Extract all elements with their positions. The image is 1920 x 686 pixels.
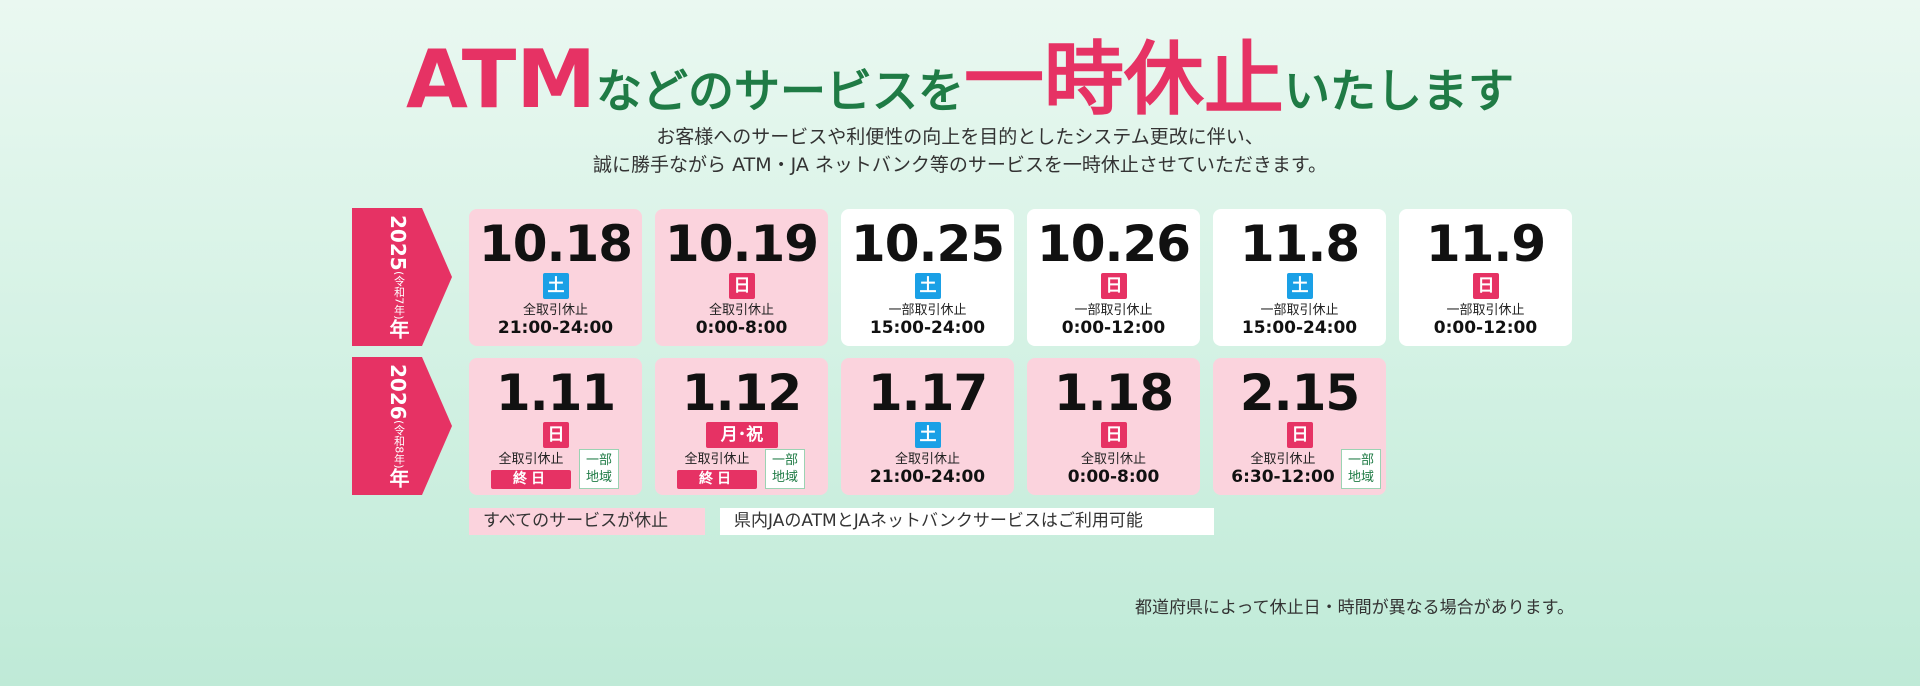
date-card: 1.18 日 全取引休止 0:00-8:00 — [1027, 358, 1200, 495]
suspension-type: 全取引休止 — [1250, 452, 1316, 467]
day-badge: 日 — [1287, 422, 1313, 448]
suspension-type: 全取引休止 — [708, 303, 774, 318]
subtitle-line1: お客様へのサービスや利便性の向上を目的としたシステム更改に伴い、 — [656, 126, 1264, 148]
day-badge: 日 — [543, 422, 569, 448]
date-card: 11.8 土 一部取引休止 15:00-24:00 — [1213, 209, 1386, 346]
date-text: 10.19 — [664, 215, 819, 273]
partial-region-badge: 一部 地域 — [1341, 449, 1381, 489]
region-line1: 一部 — [771, 453, 798, 468]
partial-region-badge: 一部 地域 — [579, 449, 619, 489]
date-text: 11.8 — [1239, 215, 1360, 273]
region-line1: 一部 — [1347, 453, 1374, 468]
date-text: 2.15 — [1239, 364, 1360, 422]
suspension-type: 一部取引休止 — [1446, 303, 1525, 318]
day-badge: 日 — [1101, 422, 1127, 448]
suspension-type: 全取引休止 — [522, 303, 588, 318]
day-badge: 土 — [543, 273, 569, 299]
year-number: 2026 — [386, 363, 410, 420]
all-day-badge: 終日 — [677, 470, 757, 489]
title-atm: ATM — [406, 33, 596, 126]
time-range: 0:00-8:00 — [1067, 467, 1160, 487]
date-text: 1.12 — [681, 364, 802, 422]
time-range: 0:00-12:00 — [1061, 318, 1166, 338]
title-part2: いたします — [1283, 64, 1514, 118]
day-badge: 土 — [1287, 273, 1313, 299]
day-badge: 土 — [915, 422, 941, 448]
time-range: 0:00-12:00 — [1433, 318, 1538, 338]
date-text: 10.18 — [478, 215, 633, 273]
year-label-2025: 2025 (令和7年) 年 — [352, 208, 452, 346]
region-line2: 地域 — [771, 470, 798, 485]
date-card: 1.12 月･祝 全取引休止 終日 一部 地域 — [655, 358, 828, 495]
time-range: 21:00-24:00 — [869, 467, 986, 487]
time-range: 15:00-24:00 — [1241, 318, 1358, 338]
day-badge: 日 — [1101, 273, 1127, 299]
year-suffix: 年 — [386, 319, 410, 340]
partial-region-badge: 一部 地域 — [765, 449, 805, 489]
subtitle: お客様へのサービスや利便性の向上を目的としたシステム更改に伴い、 誠に勝手ながら… — [0, 123, 1920, 179]
time-range: 0:00-8:00 — [695, 318, 788, 338]
date-card: 1.17 土 全取引休止 21:00-24:00 — [841, 358, 1014, 495]
suspension-type: 一部取引休止 — [1260, 303, 1339, 318]
suspension-type: 一部取引休止 — [1074, 303, 1153, 318]
title-part1: などのサービスを — [595, 64, 964, 118]
day-badge: 月･祝 — [706, 422, 778, 448]
year-number: 2025 — [386, 214, 410, 271]
date-card: 10.25 土 一部取引休止 15:00-24:00 — [841, 209, 1014, 346]
time-range: 6:30-12:00 — [1231, 467, 1335, 487]
footnote: 都道府県によって休止日・時間が異なる場合があります。 — [1135, 598, 1574, 618]
suspension-type: 全取引休止 — [684, 452, 750, 467]
date-text: 1.18 — [1053, 364, 1174, 422]
date-text: 1.11 — [495, 364, 616, 422]
era-label: (令和8年) — [392, 419, 406, 469]
date-card: 2.15 日 全取引休止 6:30-12:00 一部 地域 — [1213, 358, 1386, 495]
suspension-type: 全取引休止 — [1080, 452, 1146, 467]
suspension-type: 全取引休止 — [894, 452, 960, 467]
date-text: 11.9 — [1425, 215, 1546, 273]
year-suffix: 年 — [386, 468, 410, 489]
time-range: 15:00-24:00 — [869, 318, 986, 338]
date-text: 10.25 — [850, 215, 1005, 273]
date-text: 10.26 — [1036, 215, 1191, 273]
day-badge: 日 — [729, 273, 755, 299]
legend-partial-services: 県内JAのATMとJAネットバンクサービスはご利用可能 — [720, 508, 1214, 535]
region-line2: 地域 — [1347, 470, 1374, 485]
subtitle-line2: 誠に勝手ながら ATM・JA ネットバンク等のサービスを一時休止させていただきま… — [593, 154, 1327, 176]
suspension-type: 一部取引休止 — [888, 303, 967, 318]
time-range: 21:00-24:00 — [497, 318, 614, 338]
title-highlight: 一時休止 — [963, 33, 1284, 126]
date-card: 1.11 日 全取引休止 終日 一部 地域 — [469, 358, 642, 495]
date-card: 10.26 日 一部取引休止 0:00-12:00 — [1027, 209, 1200, 346]
all-day-badge: 終日 — [491, 470, 571, 489]
suspension-type: 全取引休止 — [498, 452, 564, 467]
region-line2: 地域 — [585, 470, 612, 485]
year-label-2026: 2026 (令和8年) 年 — [352, 357, 452, 495]
era-label: (令和7年) — [392, 270, 406, 320]
region-line1: 一部 — [585, 453, 612, 468]
date-text: 1.17 — [867, 364, 988, 422]
page-title: ATMなどのサービスを一時休止いたします — [0, 40, 1920, 120]
date-card: 10.19 日 全取引休止 0:00-8:00 — [655, 209, 828, 346]
date-card: 10.18 土 全取引休止 21:00-24:00 — [469, 209, 642, 346]
legend-all-services: すべてのサービスが休止 — [469, 508, 705, 535]
day-badge: 日 — [1473, 273, 1499, 299]
date-card: 11.9 日 一部取引休止 0:00-12:00 — [1399, 209, 1572, 346]
day-badge: 土 — [915, 273, 941, 299]
